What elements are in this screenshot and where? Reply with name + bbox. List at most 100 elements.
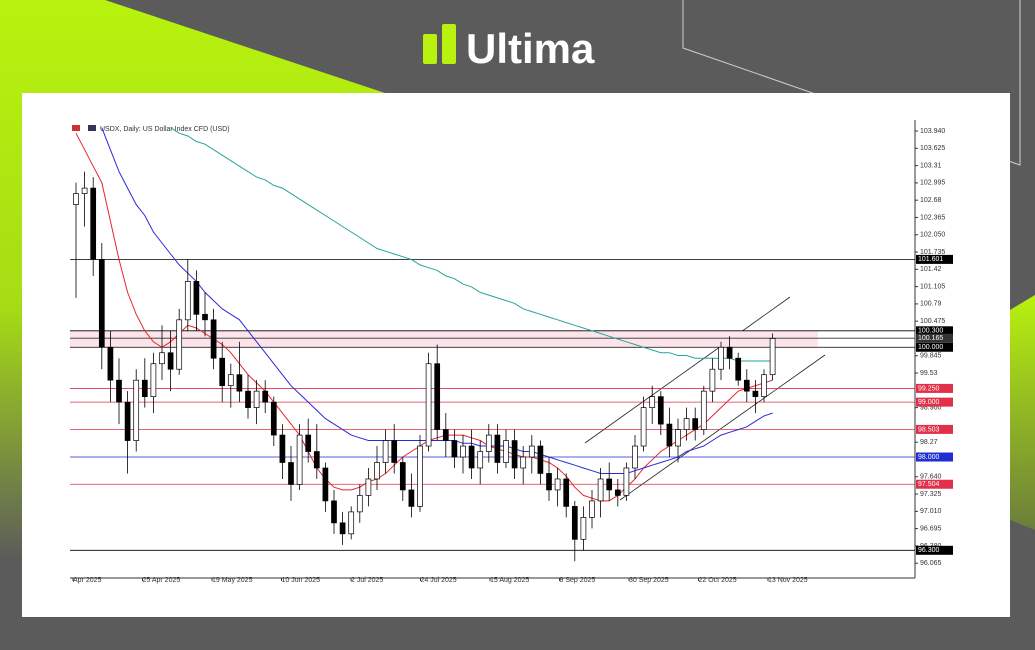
level-label-box <box>916 397 953 407</box>
x-tick-label: 8 Sep 2025 <box>560 577 596 584</box>
candle-body <box>451 440 458 458</box>
candle-body <box>434 363 441 430</box>
background-stripe <box>0 0 385 560</box>
candle-body <box>735 357 742 381</box>
level-label: 100.000 <box>918 344 943 351</box>
candle-body <box>141 379 148 397</box>
candle-body <box>262 390 269 403</box>
level-label-box <box>916 545 953 555</box>
candle-body <box>296 434 303 485</box>
level-label: 100.165 <box>918 335 943 342</box>
candle-body <box>417 445 423 507</box>
logo: Ultima <box>423 24 595 72</box>
candle-body <box>399 462 406 491</box>
candle-body <box>374 462 380 480</box>
level-label-box <box>916 479 953 489</box>
candle-body <box>709 368 716 392</box>
logo-icon <box>442 24 456 64</box>
y-tick-label: 102.365 <box>920 214 945 221</box>
trend-channel <box>619 354 826 501</box>
y-tick-label: 102.68 <box>920 197 942 204</box>
x-tick-label: 15 Aug 2025 <box>490 577 529 584</box>
candle-body <box>425 363 432 447</box>
candle-body <box>408 489 415 507</box>
x-tick-label: 2 Jul 2025 <box>351 577 383 584</box>
x-tick-label: 24 Jul 2025 <box>421 577 457 584</box>
candle-body <box>348 511 355 535</box>
x-tick-label: 13 Nov 2025 <box>768 577 808 584</box>
candle-body <box>589 500 595 518</box>
candle-body <box>288 462 294 485</box>
candle-body <box>356 495 363 513</box>
candle-body <box>520 456 527 469</box>
candle-body <box>640 407 647 447</box>
chart-title: USDX, Daily: US Dollar Index CFD (USD) <box>100 126 230 133</box>
trend-channel <box>584 296 791 444</box>
candle-body <box>571 506 578 540</box>
level-label: 99.000 <box>918 399 940 406</box>
y-tick-label: 101.735 <box>920 249 945 256</box>
y-tick-label: 102.050 <box>920 232 945 239</box>
level-label-box <box>916 424 953 434</box>
candle-body <box>692 418 699 430</box>
y-tick-label: 97.010 <box>920 508 942 515</box>
candle-body <box>202 313 208 321</box>
y-tick-label: 97.325 <box>920 491 942 498</box>
candle-body <box>632 445 638 469</box>
candle-body <box>546 473 552 491</box>
candle-body <box>537 445 544 474</box>
y-tick-label: 98.27 <box>920 439 938 446</box>
level-label-box <box>916 452 953 462</box>
level-label-box <box>916 383 953 393</box>
flag-icon <box>72 125 80 131</box>
y-tick-label: 101.42 <box>920 266 942 273</box>
candle-body <box>511 440 518 469</box>
candle-body <box>554 478 561 491</box>
level-label-box <box>916 254 953 264</box>
level-label: 97.504 <box>918 481 940 488</box>
candle-body <box>666 423 673 447</box>
candle-body <box>657 396 664 425</box>
x-tick-label: 30 Sep 2025 <box>629 577 669 584</box>
logo-icon <box>423 34 437 64</box>
candle-body <box>227 374 234 387</box>
plot <box>73 127 776 562</box>
candle-body <box>580 517 587 540</box>
candle-body <box>270 401 277 436</box>
y-tick-label: 100.79 <box>920 301 942 308</box>
level-label: 100.300 <box>918 328 943 335</box>
candle-body <box>210 319 217 359</box>
y-tick-label: 103.31 <box>920 162 942 169</box>
candle-body <box>167 352 174 370</box>
x-tick-label: 22 Oct 2025 <box>699 577 737 584</box>
candle-body <box>124 401 131 441</box>
candle-body <box>382 440 389 463</box>
candle-body <box>623 467 630 496</box>
candle-body <box>219 357 226 387</box>
y-tick-label: 100.475 <box>920 318 945 325</box>
brand-name: Ultima <box>466 25 595 72</box>
candle-body <box>73 193 79 205</box>
y-tick-label: 96.065 <box>920 560 942 567</box>
level-label: 98.000 <box>918 454 940 461</box>
level-label-box <box>916 342 953 352</box>
candle-body <box>150 363 157 397</box>
candle-body <box>743 379 750 392</box>
level-label: 96.300 <box>918 547 940 554</box>
candle-body <box>365 478 372 496</box>
candle-body <box>718 346 724 370</box>
level-label: 99.250 <box>918 385 940 392</box>
price-zone <box>70 330 818 348</box>
candle-body <box>331 500 337 524</box>
candle-body <box>606 478 613 491</box>
x-tick-label: 10 Jun 2025 <box>282 577 321 584</box>
candle-body <box>769 338 776 376</box>
candle-body <box>528 445 535 458</box>
candle-body <box>752 390 759 397</box>
candle-body <box>305 434 312 452</box>
candle-body <box>313 451 320 469</box>
candle-body <box>675 429 681 447</box>
candle-body <box>597 478 604 502</box>
candle-body <box>761 374 767 397</box>
